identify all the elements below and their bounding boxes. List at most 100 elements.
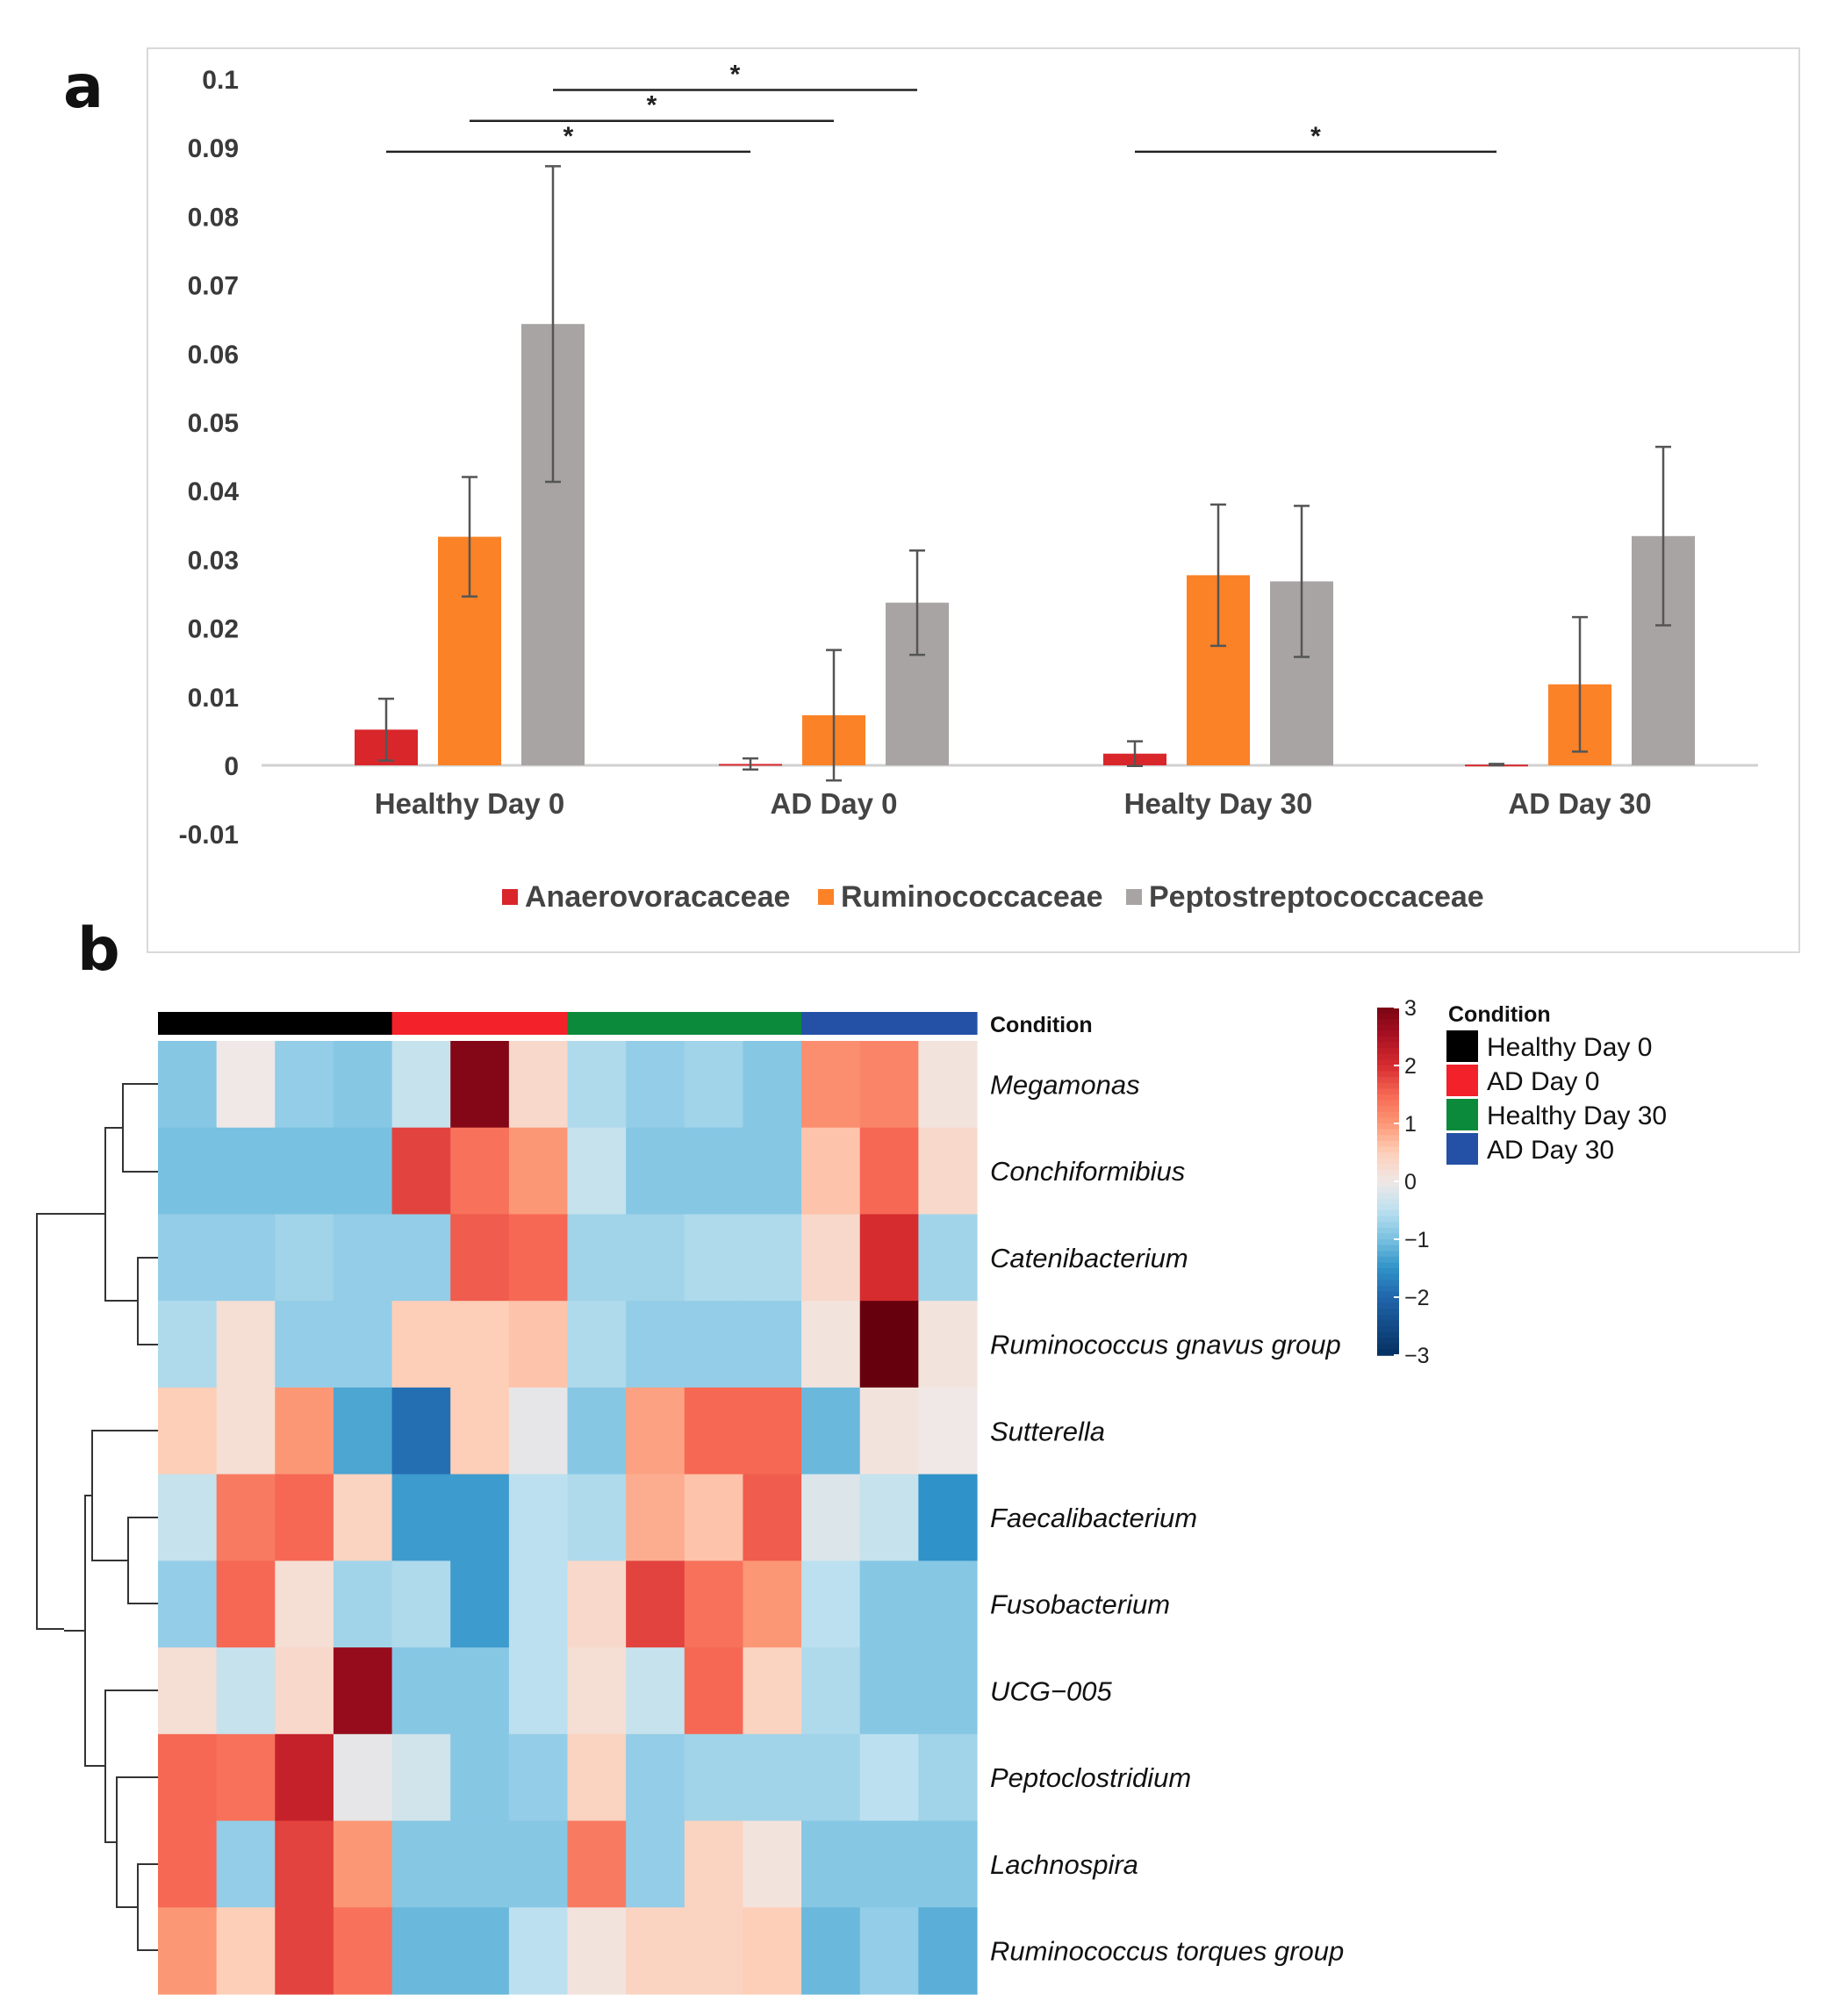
- heatmap-cell: [508, 1907, 569, 1995]
- heatmap-condition-legend: Condition Healthy Day 0 AD Day 0 Healthy D…: [1446, 1002, 1667, 1165]
- color-scale-segment: [1377, 1198, 1399, 1206]
- heatmap-cell: [626, 1560, 685, 1648]
- row-label: Catenibacterium: [990, 1243, 1188, 1273]
- heatmap-cell: [684, 1647, 744, 1735]
- heatmap-cell: [333, 1907, 393, 1995]
- color-scale-segment: [1377, 1094, 1399, 1101]
- color-scale-segment: [1377, 1123, 1399, 1130]
- heatmap-cell: [918, 1820, 978, 1908]
- heatmap-cell: [626, 1647, 685, 1735]
- heatmap-cell: [333, 1560, 393, 1648]
- heatmap-cell: [859, 1127, 919, 1216]
- heatmap-cell: [158, 1127, 218, 1216]
- heatmap-cell: [918, 1041, 978, 1129]
- heatmap-cell: [391, 1041, 451, 1129]
- heatmap-cell: [158, 1560, 218, 1648]
- heatmap-cell: [684, 1560, 744, 1648]
- heatmap-cell: [626, 1733, 685, 1822]
- row-label: Ruminococcus torques group: [990, 1936, 1344, 1967]
- condition-bar-cell: [918, 1012, 978, 1035]
- heatmap-cell: [391, 1127, 451, 1216]
- color-scale-segment: [1377, 1077, 1399, 1084]
- heatmap-cell: [450, 1301, 510, 1388]
- significance-star: *: [1310, 122, 1321, 151]
- heatmap-cell: [567, 1647, 627, 1735]
- heatmap-condition-bar: [158, 1012, 978, 1035]
- heatmap-cell: [275, 1907, 334, 1995]
- color-scale-tick-label: 0: [1404, 1170, 1417, 1195]
- heatmap-cell: [801, 1127, 861, 1216]
- heatmap-cell: [450, 1041, 510, 1129]
- significance-star: *: [730, 61, 741, 90]
- y-tick-label: 0.05: [188, 409, 239, 438]
- heatmap-cell: [626, 1387, 685, 1475]
- heatmap-cell: [801, 1214, 861, 1302]
- heatmap-cell: [859, 1387, 919, 1475]
- heatmap-cell: [626, 1041, 685, 1129]
- heatmap-cell: [918, 1647, 978, 1735]
- color-scale-segment: [1377, 1216, 1399, 1223]
- heatmap-cells: [158, 1041, 978, 1995]
- condition-bar-cell: [333, 1012, 393, 1035]
- color-scale-segment: [1377, 1135, 1399, 1142]
- color-scale-segment: [1377, 1331, 1399, 1338]
- heatmap-cell: [859, 1820, 919, 1908]
- color-scale-segment: [1377, 1065, 1399, 1073]
- heatmap-cell: [567, 1560, 627, 1648]
- color-scale-segment: [1377, 1024, 1399, 1032]
- heatmap-cell: [391, 1560, 451, 1648]
- y-tick-label: 0.04: [188, 477, 240, 506]
- heatmap-cell: [450, 1647, 510, 1735]
- heatmap-cell: [801, 1474, 861, 1561]
- condition-legend-label: Healthy Day 0: [1487, 1033, 1652, 1062]
- heatmap-cell: [918, 1560, 978, 1648]
- heatmap-cell: [859, 1560, 919, 1648]
- color-scale-segment: [1377, 1059, 1399, 1066]
- heatmap-cell: [508, 1474, 569, 1561]
- color-scale-segment: [1377, 1297, 1399, 1304]
- y-tick-label: 0: [224, 752, 239, 781]
- heatmap-cell: [275, 1820, 334, 1908]
- heatmap-cell: [391, 1733, 451, 1822]
- condition-bar-cell: [391, 1012, 451, 1035]
- heatmap-cell: [743, 1301, 802, 1388]
- heatmap-cell: [508, 1387, 569, 1475]
- heatmap-cell: [450, 1907, 510, 1995]
- heatmap-cell: [918, 1214, 978, 1302]
- heatmap-cell: [158, 1733, 218, 1822]
- heatmap-cell: [684, 1214, 744, 1302]
- heatmap-cell: [918, 1387, 978, 1475]
- color-scale-segment: [1377, 1013, 1399, 1020]
- row-label: Fusobacterium: [990, 1589, 1170, 1620]
- heatmap-cell: [684, 1387, 744, 1475]
- heatmap-cell: [567, 1907, 627, 1995]
- color-scale-segment: [1377, 1338, 1399, 1345]
- heatmap-cell: [743, 1560, 802, 1648]
- heatmap-cell: [743, 1647, 802, 1735]
- heatmap-cell: [743, 1733, 802, 1822]
- heatmap-cell: [801, 1560, 861, 1648]
- color-scale-segment: [1377, 1222, 1399, 1229]
- heatmap-cell: [859, 1301, 919, 1388]
- heatmap-cell: [743, 1387, 802, 1475]
- bar-chart-legend: Anaerovoracaceae Ruminococcaceae Peptostre…: [502, 880, 1484, 914]
- heatmap-row-labels: Megamonas Conchiformibius Catenibacterium R…: [990, 1069, 1344, 1966]
- color-scale-segment: [1377, 1175, 1399, 1182]
- color-scale-segment: [1377, 1309, 1399, 1316]
- heatmap-cell: [626, 1474, 685, 1561]
- heatmap-cell: [391, 1647, 451, 1735]
- heatmap-cell: [859, 1907, 919, 1995]
- color-scale-segment: [1377, 1152, 1399, 1159]
- heatmap-cell: [333, 1474, 393, 1561]
- condition-legend-swatch: [1446, 1099, 1478, 1130]
- heatmap-cell: [450, 1733, 510, 1822]
- heatmap-cell: [918, 1301, 978, 1388]
- heatmap-cell: [626, 1214, 685, 1302]
- condition-bar-cell: [275, 1012, 334, 1035]
- color-scale-segment: [1377, 1239, 1399, 1246]
- heatmap-cell: [801, 1387, 861, 1475]
- heatmap-cell: [333, 1647, 393, 1735]
- heatmap-cell: [216, 1387, 276, 1475]
- heatmap-cell: [684, 1301, 744, 1388]
- color-scale-segment: [1377, 1037, 1399, 1044]
